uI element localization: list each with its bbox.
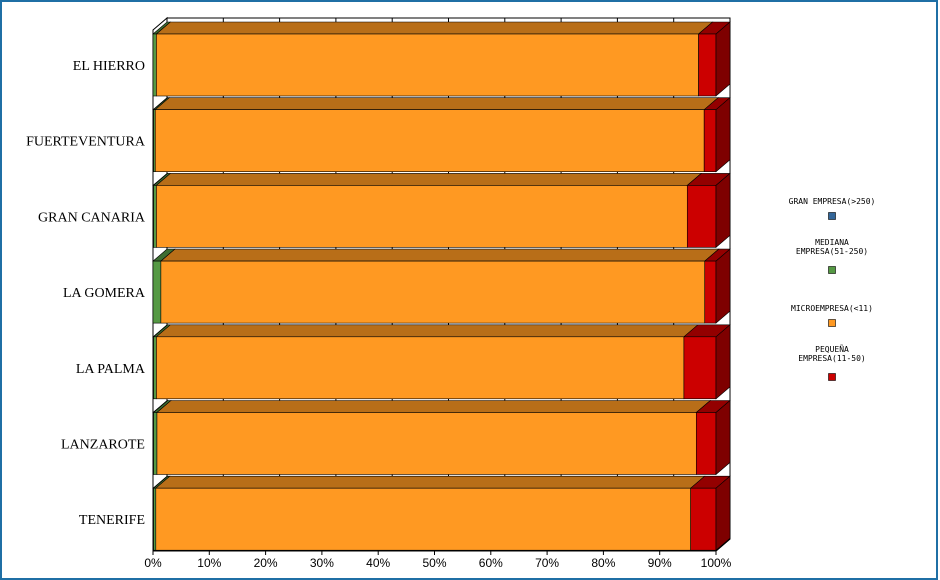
bar-row: GRAN CANARIA (38, 172, 731, 249)
x-tick-label: 0% (144, 556, 162, 569)
category-label: GRAN CANARIA (38, 210, 146, 225)
bar-segment (683, 324, 731, 400)
bar-segment-front (152, 260, 162, 324)
bar-segment-front (703, 109, 717, 172)
bar-segment-front (695, 412, 717, 475)
category-label: LANZAROTE (61, 438, 145, 453)
bar-segment-top (154, 97, 719, 110)
bar-segment-top (160, 248, 720, 262)
bar-segment-front (160, 260, 706, 324)
bar-segment (695, 400, 731, 475)
bar-segment (154, 97, 719, 172)
bar-side (715, 21, 731, 97)
legend-label: EMPRESA(51-250) (796, 247, 868, 256)
bar-segment-top (155, 324, 699, 338)
bar-segment-front (153, 487, 157, 551)
bar-segment-top (155, 173, 703, 186)
bar-segment-front (154, 109, 705, 172)
bar-side (715, 399, 731, 476)
x-tick-label: 90% (648, 556, 672, 569)
category-label: EL HIERRO (73, 59, 145, 74)
bar-row: FUERTEVENTURA (26, 97, 731, 173)
category-label: LA PALMA (76, 362, 146, 377)
legend-swatch (828, 319, 836, 327)
x-tick-label: 20% (254, 556, 278, 569)
bar-segment-front (156, 33, 699, 97)
legend-swatch (828, 266, 836, 274)
legend-swatch (828, 212, 836, 220)
bar-segment-front (698, 33, 717, 97)
bar-side (715, 475, 731, 551)
bar-segment-front (156, 412, 697, 475)
bar-row: LANZAROTE (61, 399, 731, 476)
bar-row: EL HIERRO (73, 21, 731, 97)
bar-side (715, 324, 731, 400)
bar-segment-top (156, 400, 712, 413)
bars: EL HIERRO FUERTEVENTURA GRAN CANARIA LA GOM… (26, 21, 731, 551)
x-tick-label: 80% (591, 556, 615, 569)
x-tick-label: 40% (366, 556, 390, 569)
legend-label: EMPRESA(11-50) (798, 354, 865, 363)
bar-segment (697, 21, 731, 97)
bar-segment (160, 248, 720, 324)
bar-segment-front (683, 336, 717, 400)
bar-segment-front (686, 185, 717, 248)
bar-segment (155, 173, 703, 248)
category-label: LA GOMERA (63, 286, 146, 301)
x-tick-label: 50% (422, 556, 446, 569)
bar-segment-front (152, 33, 157, 97)
bar-segment (155, 21, 714, 97)
bar-segment-front (155, 487, 691, 551)
bar-segment-front (153, 185, 157, 248)
x-tick-label: 70% (535, 556, 559, 569)
bar-segment-front (690, 487, 717, 551)
bar-side (715, 97, 731, 173)
bar-side (715, 172, 731, 249)
legend-label: MICROEMPRESA(<11) (791, 304, 873, 313)
bar-segment-top (155, 21, 714, 35)
bar-row: TENERIFE (79, 475, 731, 551)
bar-segment-front (153, 412, 158, 475)
bar-segment-front (156, 336, 685, 400)
x-tick-label: 60% (479, 556, 503, 569)
bar-segment (155, 475, 706, 551)
legend-label: MEDIANA (815, 238, 849, 247)
bar-segment-front (153, 336, 157, 400)
legend-label: GRAN EMPRESA(>250) (789, 197, 876, 206)
bar-segment-front (156, 185, 688, 248)
bar-segment (156, 400, 712, 475)
bar-segment (155, 324, 699, 400)
x-tick-label: 10% (197, 556, 221, 569)
bar-side (715, 248, 731, 324)
category-label: TENERIFE (79, 513, 145, 528)
legend-label: PEQUEÑA (815, 344, 849, 354)
legend-entry: GRAN EMPRESA(>250) (789, 197, 876, 220)
category-label: FUERTEVENTURA (26, 135, 146, 150)
legend-entry: MICROEMPRESA(<11) (791, 304, 873, 327)
legend-swatch (828, 373, 836, 381)
bar-row: LA GOMERA (63, 248, 731, 324)
bar-row: LA PALMA (76, 324, 731, 400)
x-tick-label: 100% (701, 556, 732, 569)
x-axis-depth (715, 538, 731, 552)
bar-segment-top (155, 475, 706, 489)
bar-segment-front (704, 260, 717, 324)
x-tick-label: 30% (310, 556, 334, 569)
legend: GRAN EMPRESA(>250) MEDIANAEMPRESA(51-250)… (789, 197, 876, 381)
